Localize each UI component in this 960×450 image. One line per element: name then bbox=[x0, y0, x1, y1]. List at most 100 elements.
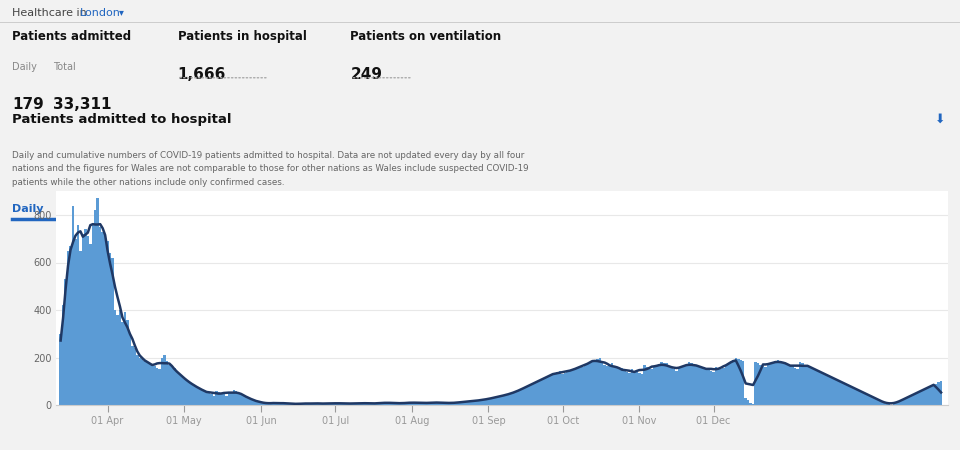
Bar bbox=[353, 403, 356, 405]
Bar bbox=[660, 362, 662, 405]
Bar bbox=[910, 396, 913, 405]
Bar bbox=[485, 399, 488, 405]
Bar bbox=[767, 364, 769, 405]
Bar bbox=[732, 360, 734, 405]
Bar bbox=[151, 364, 154, 405]
Bar bbox=[907, 397, 910, 405]
Bar bbox=[373, 404, 376, 405]
Bar bbox=[566, 372, 569, 405]
Bar bbox=[445, 403, 447, 405]
Bar bbox=[146, 362, 149, 405]
Bar bbox=[584, 364, 587, 405]
Bar bbox=[163, 355, 166, 405]
Bar bbox=[814, 369, 816, 405]
Bar bbox=[734, 357, 737, 405]
Text: Patients admitted: Patients admitted bbox=[12, 30, 132, 43]
Bar bbox=[581, 367, 584, 405]
Text: Daily: Daily bbox=[12, 204, 44, 214]
Bar bbox=[708, 369, 709, 405]
Bar bbox=[587, 364, 588, 405]
Bar bbox=[326, 404, 329, 405]
Bar bbox=[744, 398, 747, 405]
Bar bbox=[878, 400, 880, 405]
Bar bbox=[507, 394, 510, 405]
Bar bbox=[114, 310, 116, 405]
Bar bbox=[937, 382, 940, 405]
Bar bbox=[752, 404, 755, 405]
Bar bbox=[562, 374, 564, 405]
Bar bbox=[868, 396, 871, 405]
Bar bbox=[698, 367, 700, 405]
Bar bbox=[828, 377, 831, 405]
Bar bbox=[717, 368, 720, 405]
Bar bbox=[482, 400, 485, 405]
Bar bbox=[94, 210, 97, 405]
Bar bbox=[876, 399, 878, 405]
Bar bbox=[549, 375, 552, 405]
Bar bbox=[898, 401, 900, 405]
Bar bbox=[272, 404, 275, 405]
Bar bbox=[391, 403, 394, 405]
Bar bbox=[680, 367, 683, 405]
Bar bbox=[472, 401, 475, 405]
Bar bbox=[705, 368, 708, 405]
Bar bbox=[841, 382, 844, 405]
Bar bbox=[920, 391, 923, 405]
Bar bbox=[225, 396, 228, 405]
Bar bbox=[527, 386, 529, 405]
Bar bbox=[631, 369, 634, 405]
Bar bbox=[808, 367, 811, 405]
Bar bbox=[794, 368, 797, 405]
Bar bbox=[463, 402, 465, 405]
Bar bbox=[628, 373, 631, 405]
Bar bbox=[662, 364, 665, 405]
Bar bbox=[851, 387, 853, 405]
Bar bbox=[232, 390, 235, 405]
Bar bbox=[634, 370, 636, 405]
Bar bbox=[640, 374, 643, 405]
Bar bbox=[262, 403, 265, 405]
Bar bbox=[67, 251, 69, 405]
Bar bbox=[171, 367, 173, 405]
Bar bbox=[923, 390, 925, 405]
Bar bbox=[207, 393, 210, 405]
Bar bbox=[534, 382, 537, 405]
Bar bbox=[524, 387, 527, 405]
Bar bbox=[260, 403, 262, 405]
Bar bbox=[359, 403, 361, 405]
Bar bbox=[695, 366, 698, 405]
Bar bbox=[314, 404, 317, 405]
Bar bbox=[220, 393, 223, 405]
Bar bbox=[554, 373, 557, 405]
Bar bbox=[376, 403, 378, 405]
Bar bbox=[569, 370, 571, 405]
Bar bbox=[423, 403, 425, 405]
Bar bbox=[913, 394, 915, 405]
Bar bbox=[450, 403, 452, 405]
Bar bbox=[143, 361, 146, 405]
Bar bbox=[715, 367, 717, 405]
Bar bbox=[546, 377, 549, 405]
Bar bbox=[176, 372, 179, 405]
Bar bbox=[97, 198, 99, 405]
Bar bbox=[499, 396, 502, 405]
Bar bbox=[348, 404, 351, 405]
Bar bbox=[516, 391, 519, 405]
Bar bbox=[287, 404, 289, 405]
Bar bbox=[77, 225, 79, 405]
Bar bbox=[611, 364, 613, 405]
Bar bbox=[366, 403, 369, 405]
Bar bbox=[465, 402, 468, 405]
Bar bbox=[799, 362, 802, 405]
Bar bbox=[74, 239, 77, 405]
Bar bbox=[700, 368, 703, 405]
Text: 179: 179 bbox=[12, 97, 44, 112]
Bar bbox=[331, 403, 334, 405]
Bar bbox=[383, 403, 386, 405]
Bar bbox=[306, 403, 309, 405]
Bar bbox=[742, 361, 744, 405]
Bar bbox=[821, 373, 824, 405]
Bar bbox=[846, 385, 849, 405]
Bar bbox=[344, 404, 347, 405]
Text: London: London bbox=[80, 8, 121, 18]
